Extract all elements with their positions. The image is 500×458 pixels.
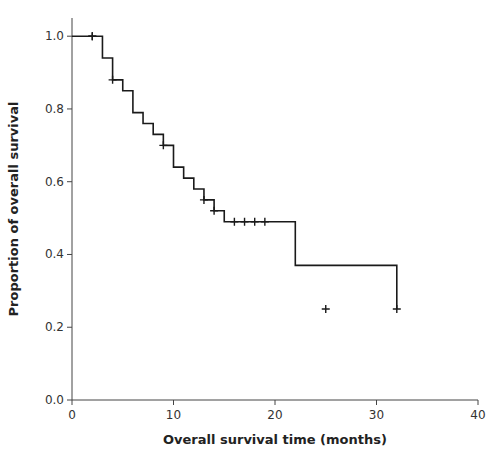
y-tick-label: 0.0 [45,393,64,407]
y-tick [67,108,72,109]
x-tick-label: 40 [470,408,485,422]
x-tick-label: 20 [267,408,282,422]
y-tick [67,254,72,255]
y-tick-label: 0.4 [45,247,64,261]
censor-mark [393,305,401,313]
y-tick [67,400,72,401]
survival-curve [72,36,397,309]
censor-mark [200,196,208,204]
x-tick [478,400,479,405]
censor-mark [241,218,249,226]
censor-mark [210,207,218,215]
chart: 0 10 20 30 40 0.0 0.2 0.4 0.6 0.8 1.0 Overall survi… [0,0,500,458]
y-axis-label: Proportion of overall survival [6,102,21,317]
y-tick-label: 0.8 [45,102,64,116]
y-tick-label: 0.6 [45,175,64,189]
x-axis-label: Overall survival time (months) [163,432,387,447]
y-tick [67,327,72,328]
censor-mark [88,32,96,40]
censor-mark [109,76,117,84]
censor-mark [88,32,96,40]
x-tick [275,400,276,405]
y-tick [67,36,72,37]
x-tick [72,400,73,405]
x-tick [173,400,174,405]
plot-area [72,32,401,313]
censor-mark [251,218,259,226]
x-tick-label: 30 [369,408,384,422]
x-tick-label: 10 [166,408,181,422]
y-tick-label: 0.2 [45,320,64,334]
y-tick-label: 1.0 [45,29,64,43]
x-tick-label: 0 [68,408,76,422]
censor-mark [230,218,238,226]
y-tick [67,181,72,182]
x-tick [376,400,377,405]
censor-mark [261,218,269,226]
censor-mark [159,141,167,149]
axes: 0 10 20 30 40 0.0 0.2 0.4 0.6 0.8 1.0 [45,18,486,422]
censor-mark [322,305,330,313]
y-axis-line [72,18,73,400]
